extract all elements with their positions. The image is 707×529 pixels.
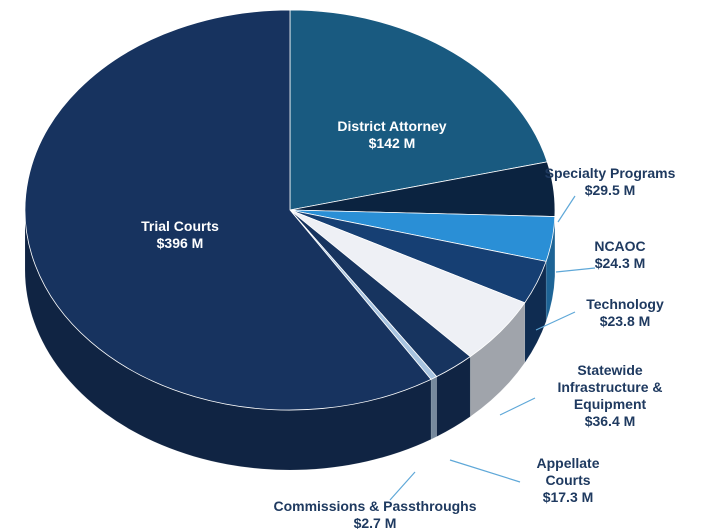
value-label: $17.3 M — [542, 489, 594, 505]
value-label: $142 M — [368, 135, 416, 151]
value-label: $24.3 M — [594, 255, 646, 271]
tops — [24, 9, 556, 411]
value-label: $396 M — [156, 235, 204, 251]
value-label: $29.5 M — [584, 182, 636, 198]
category-label: Trial Courts — [141, 218, 219, 234]
slice-label: Specialty Programs $29.5 M — [525, 165, 695, 199]
category-label: District Attorney — [337, 118, 447, 134]
slice-label: Commissions & Passthroughs $2.7 M — [245, 498, 505, 529]
category-label: Appellate Courts — [536, 455, 600, 488]
category-label: Commissions & Passthroughs — [273, 498, 477, 514]
leader-line — [449, 459, 521, 483]
leader-line — [555, 267, 596, 273]
slice-label: Trial Courts $396 M — [95, 218, 265, 252]
slice-label: District Attorney $142 M — [307, 118, 477, 152]
slice-label: Appellate Courts $17.3 M — [523, 455, 613, 506]
slice-label: NCAOC $24.3 M — [535, 238, 705, 272]
value-label: $2.7 M — [353, 515, 397, 529]
sides — [24, 209, 556, 471]
slice — [24, 9, 432, 411]
slice-side — [430, 376, 437, 440]
leader-line — [557, 195, 576, 223]
leader-line — [389, 471, 416, 501]
slice-label: Technology $23.8 M — [540, 296, 707, 330]
leader-line — [499, 397, 536, 416]
category-label: Specialty Programs — [544, 165, 676, 181]
category-label: NCAOC — [594, 238, 646, 254]
value-label: $36.4 M — [584, 413, 636, 429]
value-label: $23.8 M — [599, 313, 651, 329]
leader-line — [535, 311, 576, 331]
category-label: Statewide Infrastructure & Equipment — [557, 362, 663, 412]
category-label: Technology — [586, 296, 664, 312]
slice — [289, 9, 548, 211]
slices — [24, 9, 556, 471]
slice-label: Statewide Infrastructure & Equipment $36.… — [545, 362, 675, 430]
